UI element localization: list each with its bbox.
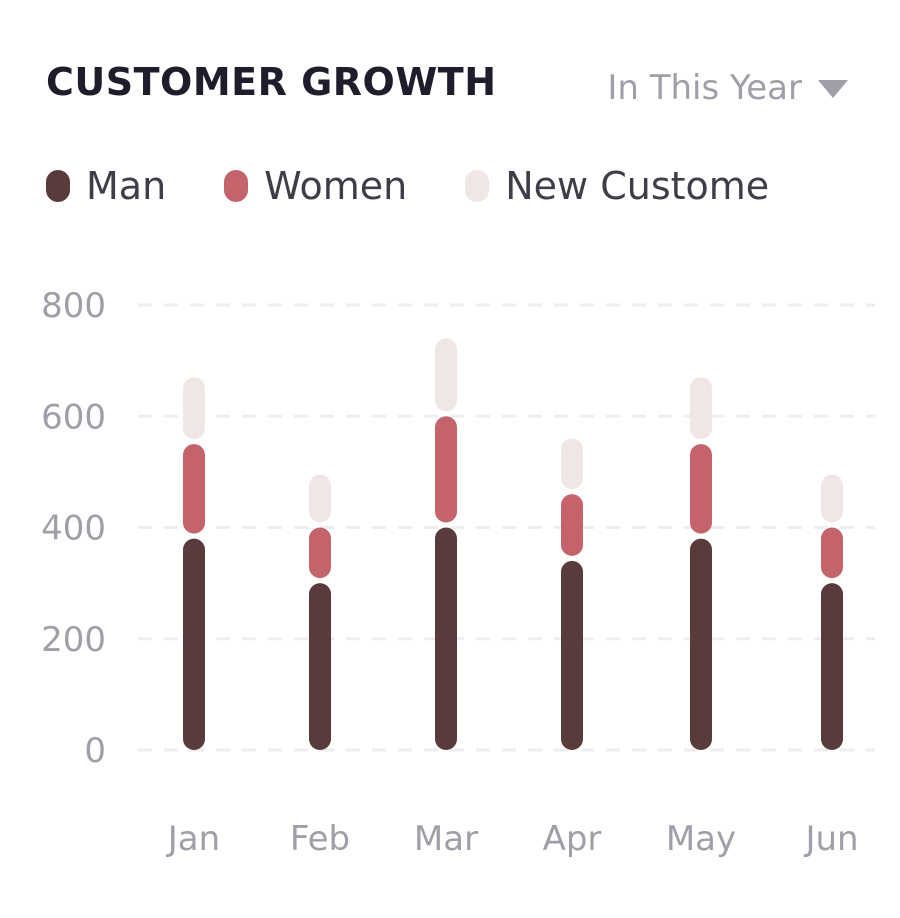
y-tick-label: 600	[41, 397, 106, 437]
bar-segment-women-apr	[561, 494, 583, 556]
bar-segment-man-jan	[183, 538, 205, 750]
bar-segment-man-may	[690, 538, 712, 750]
x-tick-label: May	[666, 819, 736, 859]
bar-segment-women-feb	[309, 527, 331, 579]
legend-swatch-new-customer	[465, 170, 490, 202]
x-tick-label: Feb	[290, 819, 350, 859]
bar-segment-new-customer-jun	[821, 474, 843, 523]
bar-segment-new-customer-feb	[309, 474, 331, 523]
bar-segment-new-customer-jan	[183, 377, 205, 440]
chart-legend: Man Women New Custome	[46, 164, 769, 208]
bar-segment-women-mar	[435, 416, 457, 523]
legend-label-new-customer: New Custome	[505, 164, 770, 208]
x-tick-label: Jan	[166, 819, 220, 859]
bar-segment-new-customer-may	[690, 377, 712, 440]
y-tick-label: 200	[41, 620, 106, 660]
y-tick-label: 0	[84, 731, 106, 771]
legend-label-man: Man	[86, 164, 167, 208]
legend-swatch-women	[224, 170, 249, 202]
bar-segment-new-customer-apr	[561, 438, 583, 490]
caret-down-icon	[818, 80, 848, 98]
x-tick-label: Mar	[414, 819, 478, 859]
bar-segment-man-apr	[561, 560, 583, 750]
x-tick-label: Apr	[543, 819, 602, 859]
period-dropdown-label: In This Year	[607, 68, 802, 108]
y-tick-label: 800	[41, 286, 106, 326]
legend-item-women: Women	[224, 164, 407, 208]
legend-item-new-customer: New Custome	[465, 164, 769, 208]
bar-segment-man-mar	[435, 527, 457, 750]
card-title: CUSTOMER GROWTH	[46, 60, 497, 104]
legend-label-women: Women	[264, 164, 408, 208]
period-dropdown[interactable]: In This Year	[607, 68, 848, 108]
bar-segment-women-may	[690, 444, 712, 534]
bar-segment-man-jun	[821, 583, 843, 750]
bar-segment-women-jun	[821, 527, 843, 579]
bar-segment-women-jan	[183, 444, 205, 534]
bar-segment-new-customer-mar	[435, 338, 457, 412]
y-tick-label: 400	[41, 509, 106, 549]
legend-swatch-man	[46, 170, 70, 202]
legend-item-man: Man	[46, 164, 166, 208]
bar-segment-man-feb	[309, 583, 331, 750]
x-tick-label: Jun	[803, 819, 858, 859]
